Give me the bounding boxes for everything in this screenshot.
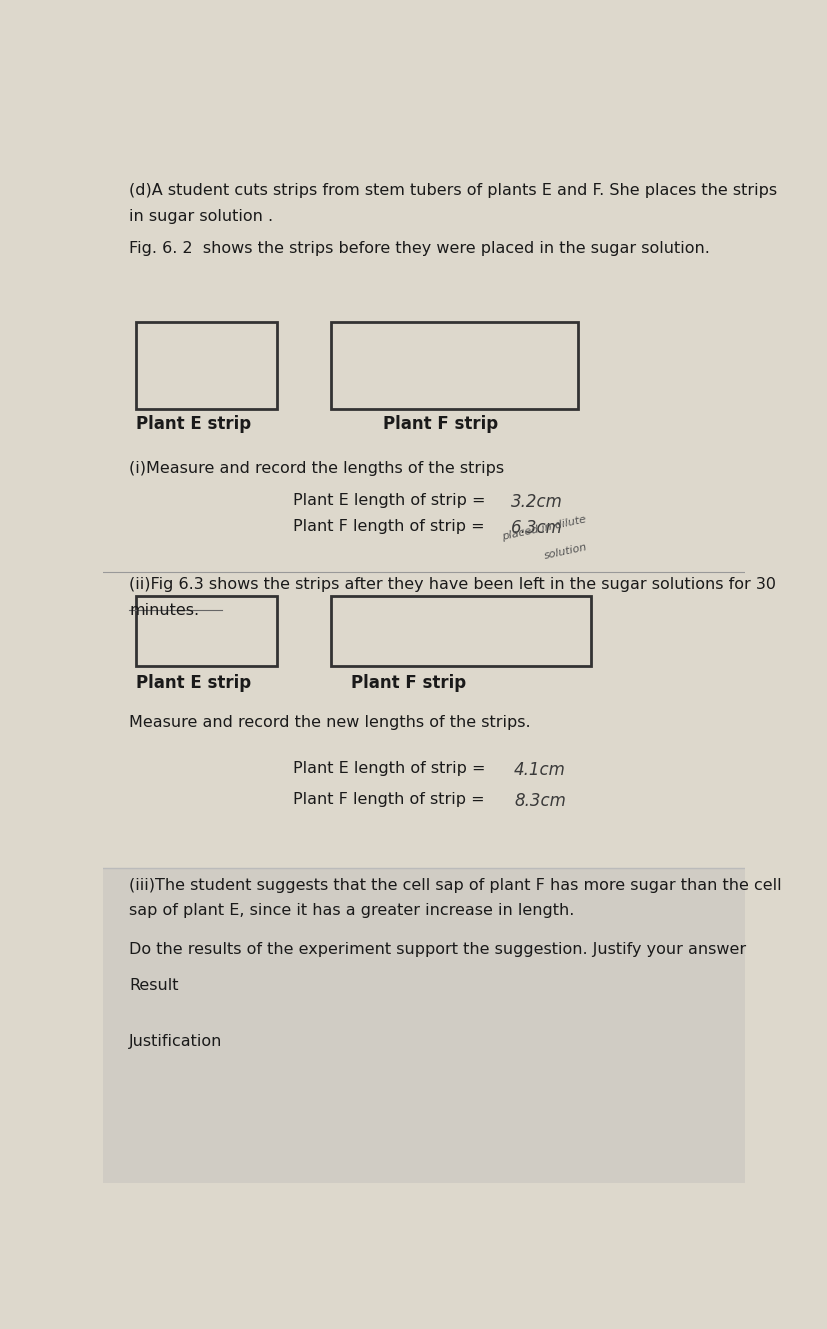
Text: minutes.: minutes. — [129, 602, 199, 618]
Text: (iii)The student suggests that the cell sap of plant F has more sugar than the c: (iii)The student suggests that the cell … — [129, 878, 781, 893]
Text: Plant F strip: Plant F strip — [350, 674, 465, 692]
Text: 3.2cm: 3.2cm — [510, 493, 562, 512]
Text: Do the results of the experiment support the suggestion. Justify your answer: Do the results of the experiment support… — [129, 942, 745, 957]
Text: Plant E strip: Plant E strip — [136, 674, 251, 692]
Text: Measure and record the new lengths of the strips.: Measure and record the new lengths of th… — [129, 715, 530, 730]
Text: Plant F length of strip =: Plant F length of strip = — [293, 792, 489, 807]
Text: Justification: Justification — [129, 1034, 222, 1050]
Text: 6.3cm: 6.3cm — [510, 518, 562, 537]
Text: Plant E length of strip =: Plant E length of strip = — [293, 493, 490, 508]
Text: solution: solution — [543, 542, 587, 561]
Text: sap of plant E, since it has a greater increase in length.: sap of plant E, since it has a greater i… — [129, 904, 574, 918]
Text: in sugar solution .: in sugar solution . — [129, 209, 273, 223]
Text: Plant F length of strip =: Plant F length of strip = — [293, 518, 489, 534]
Bar — [136, 322, 276, 409]
Text: Result: Result — [129, 978, 179, 993]
Text: 4.1cm: 4.1cm — [514, 762, 566, 779]
Text: Plant E length of strip =: Plant E length of strip = — [293, 762, 490, 776]
Text: Fig. 6. 2  shows the strips before they were placed in the sugar solution.: Fig. 6. 2 shows the strips before they w… — [129, 242, 710, 256]
Text: (ii)Fig 6.3 shows the strips after they have been left in the sugar solutions fo: (ii)Fig 6.3 shows the strips after they … — [129, 577, 775, 591]
Text: (i)Measure and record the lengths of the strips: (i)Measure and record the lengths of the… — [129, 461, 504, 476]
Text: Plant F strip: Plant F strip — [382, 415, 497, 433]
Bar — [103, 868, 744, 1183]
Bar — [331, 597, 590, 666]
Bar — [331, 322, 577, 409]
Text: (d)A student cuts strips from stem tubers of plants E and F. She places the stri: (d)A student cuts strips from stem tuber… — [129, 183, 777, 198]
Text: 8.3cm: 8.3cm — [514, 792, 566, 809]
Text: placed in dilute: placed in dilute — [501, 514, 587, 542]
Text: Plant E strip: Plant E strip — [136, 415, 251, 433]
Bar — [136, 597, 276, 666]
